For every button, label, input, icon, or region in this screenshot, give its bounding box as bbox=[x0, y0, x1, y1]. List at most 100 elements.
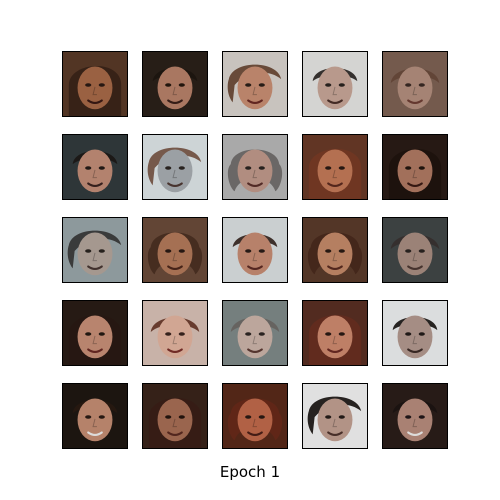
mouth bbox=[407, 348, 423, 353]
hair bbox=[307, 396, 362, 435]
image-noise-overlay bbox=[383, 384, 447, 448]
face-portrait bbox=[383, 135, 447, 199]
image-noise-overlay bbox=[223, 52, 287, 116]
right-eye bbox=[418, 166, 425, 170]
right-eye bbox=[178, 83, 185, 87]
figure-caption: Epoch 1 bbox=[219, 463, 281, 481]
face-portrait bbox=[143, 218, 207, 282]
sample-face-image bbox=[302, 300, 368, 366]
face-portrait bbox=[63, 301, 127, 365]
right-eye bbox=[258, 166, 265, 170]
sample-face-image bbox=[62, 134, 128, 200]
nose bbox=[252, 418, 257, 428]
face bbox=[237, 315, 273, 359]
image-noise-overlay bbox=[303, 52, 367, 116]
face-portrait bbox=[223, 384, 287, 448]
face bbox=[237, 66, 273, 110]
face bbox=[77, 149, 113, 193]
face bbox=[77, 66, 113, 110]
sample-face-image bbox=[62, 217, 128, 283]
face-portrait bbox=[303, 135, 367, 199]
face bbox=[317, 149, 353, 193]
mouth bbox=[327, 99, 343, 104]
face bbox=[317, 232, 353, 276]
sample-face-image bbox=[62, 300, 128, 366]
nose bbox=[252, 169, 257, 179]
mouth bbox=[247, 265, 263, 270]
mouth bbox=[247, 348, 263, 353]
mouth bbox=[407, 431, 423, 436]
image-noise-overlay bbox=[143, 301, 207, 365]
face bbox=[237, 398, 273, 442]
face-portrait bbox=[383, 218, 447, 282]
left-eye bbox=[165, 249, 172, 253]
left-eye bbox=[325, 415, 332, 419]
image-noise-overlay bbox=[383, 52, 447, 116]
mouth bbox=[407, 182, 423, 187]
image-noise-overlay bbox=[303, 301, 367, 365]
image-noise-overlay bbox=[63, 301, 127, 365]
nose bbox=[172, 252, 177, 262]
nose bbox=[92, 252, 97, 262]
face-portrait bbox=[143, 301, 207, 365]
left-eye bbox=[245, 83, 252, 87]
left-eye bbox=[85, 166, 92, 170]
face-portrait bbox=[143, 384, 207, 448]
left-eye bbox=[85, 332, 92, 336]
hair bbox=[230, 317, 280, 333]
face-portrait bbox=[303, 301, 367, 365]
mouth bbox=[247, 431, 263, 436]
right-eye bbox=[98, 83, 105, 87]
nose bbox=[172, 418, 177, 428]
image-noise-overlay bbox=[63, 135, 127, 199]
face bbox=[317, 66, 353, 110]
image-noise-overlay bbox=[223, 301, 287, 365]
image-noise-overlay bbox=[303, 218, 367, 282]
left-eye bbox=[245, 166, 252, 170]
left-eye bbox=[85, 249, 92, 253]
sample-face-image bbox=[382, 300, 448, 366]
mouth bbox=[327, 431, 343, 436]
right-eye bbox=[178, 332, 185, 336]
face bbox=[157, 315, 193, 359]
left-eye bbox=[405, 332, 412, 336]
sample-face-image bbox=[302, 383, 368, 449]
hair bbox=[147, 147, 202, 186]
mouth bbox=[167, 265, 183, 270]
image-noise-overlay bbox=[223, 135, 287, 199]
face-portrait bbox=[383, 301, 447, 365]
left-eye bbox=[85, 415, 92, 419]
face-portrait bbox=[223, 135, 287, 199]
left-eye bbox=[165, 415, 172, 419]
sample-face-image bbox=[382, 217, 448, 283]
face-portrait bbox=[223, 52, 287, 116]
nose bbox=[252, 86, 257, 96]
face bbox=[237, 149, 273, 193]
face-portrait bbox=[63, 218, 127, 282]
mouth bbox=[167, 182, 183, 187]
image-noise-overlay bbox=[143, 218, 207, 282]
left-eye bbox=[405, 415, 412, 419]
left-eye bbox=[165, 166, 172, 170]
image-noise-overlay bbox=[303, 135, 367, 199]
left-eye bbox=[245, 415, 252, 419]
nose bbox=[332, 335, 337, 345]
sample-face-image bbox=[142, 134, 208, 200]
image-noise-overlay bbox=[303, 384, 367, 448]
right-eye bbox=[258, 415, 265, 419]
mouth bbox=[327, 182, 343, 187]
mouth bbox=[87, 99, 103, 104]
left-eye bbox=[85, 83, 92, 87]
face bbox=[397, 398, 433, 442]
image-noise-overlay bbox=[383, 301, 447, 365]
nose bbox=[92, 335, 97, 345]
nose bbox=[252, 252, 257, 262]
face bbox=[397, 232, 433, 276]
mouth bbox=[87, 265, 103, 270]
mouth bbox=[327, 348, 343, 353]
nose bbox=[412, 169, 417, 179]
right-eye bbox=[418, 249, 425, 253]
nose bbox=[92, 418, 97, 428]
sample-face-image bbox=[142, 383, 208, 449]
